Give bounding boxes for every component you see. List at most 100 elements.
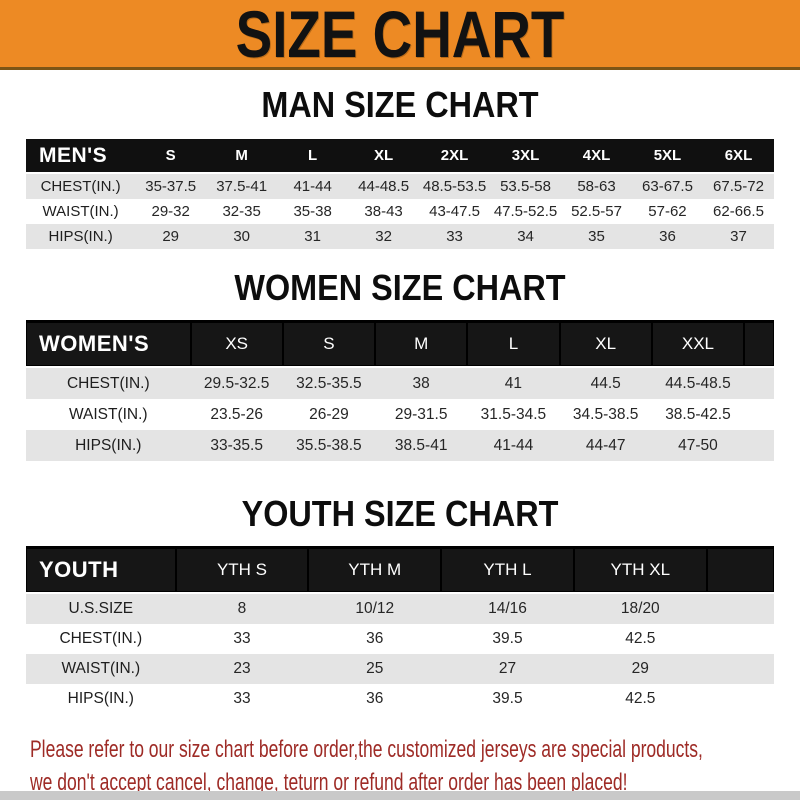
size-value: 53.5-58 — [500, 178, 551, 195]
size-value: 29.5-32.5 — [203, 374, 270, 392]
women-section-heading-text: WOMEN SIZE CHART — [234, 267, 566, 308]
size-value: 10/12 — [355, 600, 395, 617]
size-value: 42.5 — [625, 690, 656, 707]
size-value: 43-47.5 — [429, 203, 480, 220]
order-notice: Please refer to our size chart before or… — [30, 733, 800, 799]
size-column-header: 2XL — [419, 139, 491, 174]
table-corner-label: YOUTH — [26, 546, 176, 594]
size-column-header: XL — [348, 139, 420, 174]
size-column-header: 3XL — [490, 139, 562, 174]
table-row: HIPS(IN.) 29 30 31 32 33 34 35 36 37 — [26, 224, 774, 249]
size-table: WOMEN'S XS S M L XL XXL CHEST(IN.) 29.5-32.5 32.5… — [26, 320, 774, 461]
size-value: 67.5-72 — [713, 178, 764, 195]
size-value: 47-50 — [678, 436, 718, 454]
size-value: 57-62 — [648, 203, 687, 220]
size-value: 58-63 — [577, 178, 616, 195]
size-column-header: S — [135, 139, 207, 174]
size-value: 34.5-38.5 — [572, 405, 639, 423]
size-value: 35 — [588, 228, 605, 245]
size-value: 52.5-57 — [571, 203, 622, 220]
size-column-header: XL — [559, 320, 652, 368]
size-value: 42.5 — [625, 630, 656, 647]
size-value: 29 — [162, 228, 180, 245]
table-corner-label: MEN'S — [26, 139, 136, 174]
size-value: 37.5-41 — [216, 178, 268, 195]
size-value: 63-67.5 — [642, 178, 693, 195]
table-row: HIPS(IN.) 33 36 39.5 42.5 — [26, 684, 774, 714]
size-value: 34 — [517, 228, 534, 245]
banner: SIZE CHART — [0, 0, 800, 70]
size-value: 29-32 — [151, 203, 190, 220]
size-value: 18/20 — [620, 600, 660, 617]
spacer-cell — [707, 593, 774, 624]
size-column-header: S — [282, 320, 376, 368]
size-value: 36 — [659, 228, 676, 245]
size-value: 33-35.5 — [210, 436, 263, 454]
size-value: 8 — [237, 600, 247, 617]
bottom-strip — [0, 791, 800, 800]
size-value: 32 — [375, 228, 392, 245]
size-value: 32.5-35.5 — [296, 374, 362, 392]
men-section-heading-text: MAN SIZE CHART — [261, 84, 539, 125]
size-column-header: XXL — [651, 320, 745, 368]
spacer-cell — [744, 399, 774, 430]
size-value: 38-43 — [364, 203, 403, 220]
size-value: 37 — [730, 228, 747, 245]
size-column-header: 6XL — [702, 139, 774, 174]
row-label: WAIST(IN.) — [68, 405, 148, 423]
size-value: 44-47 — [585, 436, 626, 454]
size-value: 62-66.5 — [713, 203, 764, 220]
size-value: 29 — [631, 660, 649, 677]
row-label: WAIST(IN.) — [61, 660, 141, 677]
size-value: 14/16 — [488, 600, 527, 617]
size-value: 23 — [233, 660, 251, 677]
table-row: CHEST(IN.) 35-37.5 37.5-41 41-44 44-48.5 48.5… — [26, 173, 774, 199]
size-column-header: YTH S — [175, 546, 309, 594]
men-section-heading: MAN SIZE CHART — [0, 87, 800, 123]
size-value: 36 — [366, 690, 384, 707]
spacer-cell — [744, 367, 774, 399]
size-value: 38.5-42.5 — [665, 405, 731, 423]
size-value: 27 — [498, 660, 517, 677]
size-value: 25 — [366, 660, 384, 677]
size-value: 30 — [233, 228, 250, 245]
size-value: 38 — [412, 374, 430, 392]
size-value: 23.5-26 — [210, 405, 263, 423]
size-value: 44.5-48.5 — [665, 374, 731, 392]
table-corner-label: WOMEN'S — [26, 320, 191, 368]
table-row: HIPS(IN.) 33-35.5 35.5-38.5 38.5-41 41-44 44-… — [26, 430, 774, 461]
row-label: CHEST(IN.) — [59, 630, 143, 647]
row-label: HIPS(IN.) — [75, 436, 142, 454]
spacer-cell — [707, 684, 774, 714]
spacer-cell — [744, 430, 774, 461]
size-table: MEN'S S M L XL 2XL 3XL 4XL 5XL 6XL CHEST(IN.) 35-37… — [26, 139, 774, 249]
header-row: YOUTH YTH S YTH M YTH L YTH XL — [26, 546, 774, 594]
size-value: 48.5-53.5 — [422, 178, 487, 195]
size-value: 35-38 — [293, 203, 332, 220]
row-label: U.S.SIZE — [68, 600, 134, 617]
row-label: HIPS(IN.) — [48, 228, 113, 245]
size-value: 41-44 — [293, 178, 332, 195]
size-column-header: YTH XL — [573, 546, 707, 594]
row-label: CHEST(IN.) — [66, 374, 150, 392]
size-value: 35.5-38.5 — [296, 436, 362, 454]
size-column-header: M — [206, 139, 278, 174]
size-value: 26-29 — [309, 405, 349, 423]
spacer-cell — [744, 320, 774, 368]
header-row: WOMEN'S XS S M L XL XXL — [26, 320, 774, 368]
table-row: U.S.SIZE 8 10/12 14/16 18/20 — [26, 593, 774, 624]
youth-section-heading: YOUTH SIZE CHART — [0, 496, 800, 532]
row-label: CHEST(IN.) — [40, 178, 121, 195]
table-row: WAIST(IN.) 29-32 32-35 35-38 38-43 43-47.5 47.… — [26, 199, 774, 224]
size-value: 29-31.5 — [394, 405, 448, 423]
size-value: 41-44 — [493, 436, 534, 454]
size-value: 36 — [366, 630, 384, 647]
table-row: WAIST(IN.) 23.5-26 26-29 29-31.5 31.5-34.5 34… — [26, 399, 774, 430]
size-column-header: L — [277, 139, 349, 174]
row-label: HIPS(IN.) — [67, 690, 134, 707]
size-column-header: L — [467, 320, 560, 368]
size-column-header: M — [375, 320, 468, 368]
size-column-header: YTH L — [441, 546, 574, 594]
spacer-cell — [706, 546, 774, 594]
